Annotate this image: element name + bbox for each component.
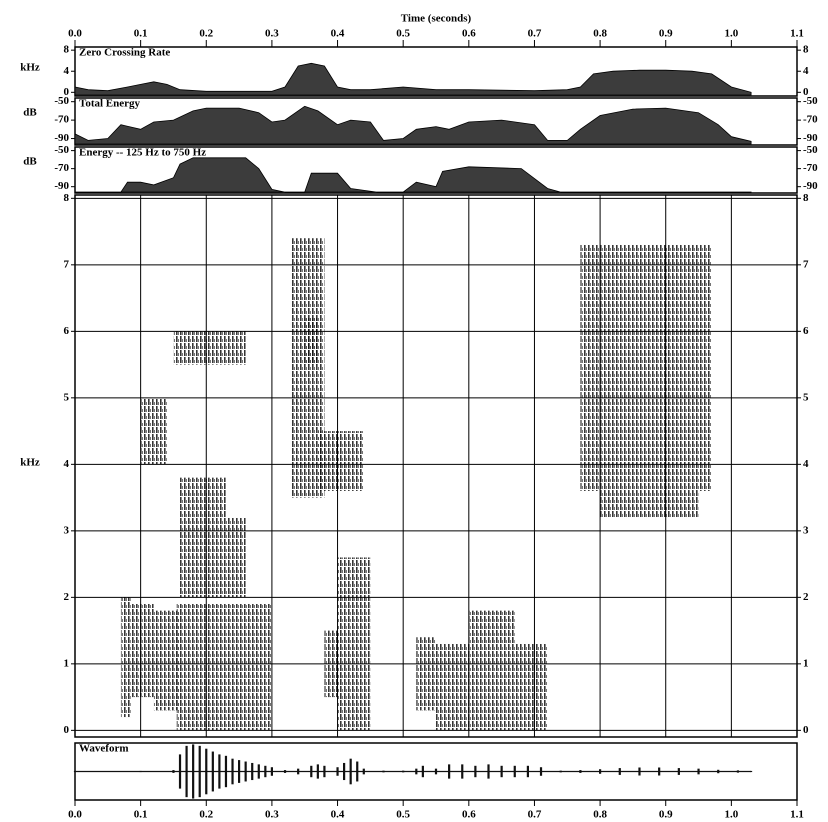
y-tick-label: 4 [803,65,809,77]
y-tick-label: 5 [64,391,70,403]
envelope [74,157,752,193]
panel-title: Energy -- 125 Hz to 750 Hz [79,147,206,159]
x-tick-label: 0.9 [659,809,673,821]
y-tick-label: 0 [64,86,70,98]
x-tick-label: 0.3 [265,28,279,40]
x-tick-label: 1.1 [790,28,804,40]
y-tick-label: -90 [803,132,818,144]
x-tick-label: 1.0 [724,28,738,40]
x-tick-label: 0.3 [265,809,279,821]
x-tick-label: 0.4 [331,809,345,821]
y-tick-label: 4 [803,458,809,470]
x-tick-label: 0.8 [593,28,607,40]
y-tick-label: -50 [54,95,69,107]
x-tick-label: 0.7 [528,809,542,821]
y-tick-label: 5 [803,391,809,403]
y-tick-label: 6 [64,325,70,337]
panel-frame [74,146,798,194]
x-tick-label: 0.2 [199,28,213,40]
panel-title: Waveform [79,743,128,755]
y-tick-label: 1 [64,657,70,669]
y-tick-label: -50 [803,144,818,156]
y-tick-label: 8 [64,44,70,56]
x-tick-label: 0.5 [396,809,410,821]
y-tick-label: 4 [64,65,70,77]
y-axis-label: dB [23,156,37,168]
y-tick-label: 4 [64,458,70,470]
spectral-energy [225,517,246,598]
y-tick-label: 7 [803,258,809,270]
y-tick-label: 3 [64,524,70,536]
y-tick-label: 3 [803,524,809,536]
spectral-energy [416,637,436,711]
envelope [74,62,752,96]
spectral-energy [153,610,181,711]
y-tick-label: 2 [803,591,809,603]
x-tick-label: 0.7 [528,28,542,40]
x-tick-label: 0.0 [68,28,82,40]
panel-title: Total Energy [79,98,141,110]
y-axis-label: kHz [20,62,40,74]
spectral-energy [317,431,364,491]
y-tick-label: 8 [803,192,809,204]
y-tick-label: -70 [803,114,818,126]
x-tick-label: 0.8 [593,809,607,821]
y-tick-label: -90 [803,180,818,192]
x-tick-label: 0.1 [134,809,148,821]
x-tick-label: 0.0 [68,809,82,821]
y-tick-label: 6 [803,325,809,337]
y-tick-label: 2 [64,591,70,603]
spectral-energy [130,603,154,698]
spectral-energy [304,318,318,365]
y-tick-label: -70 [803,162,818,174]
y-tick-label: -90 [54,132,69,144]
y-tick-label: 8 [803,44,809,56]
x-tick-label: 0.6 [462,809,476,821]
x-tick-label: 0.9 [659,28,673,40]
spectral-energy [580,244,712,491]
spectral-energy [468,610,515,644]
spectral-energy [436,643,548,731]
x-tick-label: 0.1 [134,28,148,40]
x-tick-label: 0.5 [396,28,410,40]
spectral-energy [176,603,272,731]
y-tick-label: 7 [64,258,70,270]
x-tick-label: 1.1 [790,809,804,821]
y-tick-label: -90 [54,180,69,192]
y-axis-label: dB [23,107,37,119]
y-tick-label: -50 [803,95,818,107]
time-title: Time (seconds) [401,13,472,25]
y-tick-label: -50 [54,144,69,156]
spectral-energy [337,557,371,731]
panel-frame [74,97,798,146]
y-tick-label: -70 [54,114,69,126]
spectral-energy [120,597,131,718]
spectral-energy [180,477,226,598]
y-tick-label: 0 [803,724,809,736]
x-tick-label: 1.0 [724,809,738,821]
x-tick-label: 0.2 [199,809,213,821]
y-tick-label: 1 [803,657,809,669]
spectral-energy [600,490,699,518]
y-tick-label: 0 [803,86,809,98]
spectral-energy [173,331,246,365]
y-tick-label: -70 [54,162,69,174]
spectral-energy [140,397,167,465]
y-tick-label: 0 [64,724,70,736]
y-tick-label: 8 [64,192,70,204]
envelope [74,105,752,145]
x-tick-label: 0.6 [462,28,476,40]
x-tick-label: 0.4 [331,28,345,40]
y-axis-label: kHz [20,457,40,469]
panel-title: Zero Crossing Rate [79,47,170,59]
